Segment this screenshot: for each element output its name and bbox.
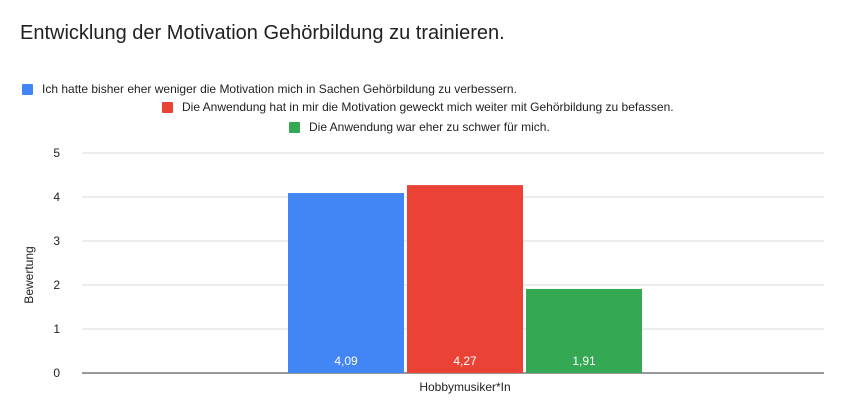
legend-item-2: Die Anwendung hat in mir die Motivation … [162, 100, 674, 114]
bar-3 [526, 288, 642, 373]
y-tick-label: 3 [53, 234, 60, 248]
bar-data-label-3: 1,91 [572, 354, 596, 368]
y-tick-label: 2 [53, 278, 60, 292]
y-tick-label: 5 [53, 146, 60, 160]
y-tick-label: 1 [53, 322, 60, 336]
bar-1 [288, 193, 404, 373]
legend-label-3: Die Anwendung war eher zu schwer für mic… [309, 120, 550, 134]
legend-label-1: Ich hatte bisher eher weniger die Motiva… [42, 82, 517, 96]
y-tick-label: 0 [53, 366, 60, 380]
legend-item-3: Die Anwendung war eher zu schwer für mic… [289, 120, 550, 134]
bar-data-label-2: 4,27 [453, 354, 477, 368]
x-category-label: Hobbymusiker*In [419, 380, 510, 394]
legend-swatch-1 [22, 83, 33, 95]
chart-title: Entwicklung der Motivation Gehörbildung … [20, 22, 505, 44]
bar-data-label-1: 4,09 [334, 354, 358, 368]
bar-2 [407, 185, 523, 373]
y-tick-label: 4 [53, 190, 60, 204]
legend-label-2: Die Anwendung hat in mir die Motivation … [182, 100, 674, 114]
legend-item-1: Ich hatte bisher eher weniger die Motiva… [22, 82, 517, 96]
legend-swatch-3 [289, 121, 300, 133]
legend-swatch-2 [162, 101, 173, 113]
